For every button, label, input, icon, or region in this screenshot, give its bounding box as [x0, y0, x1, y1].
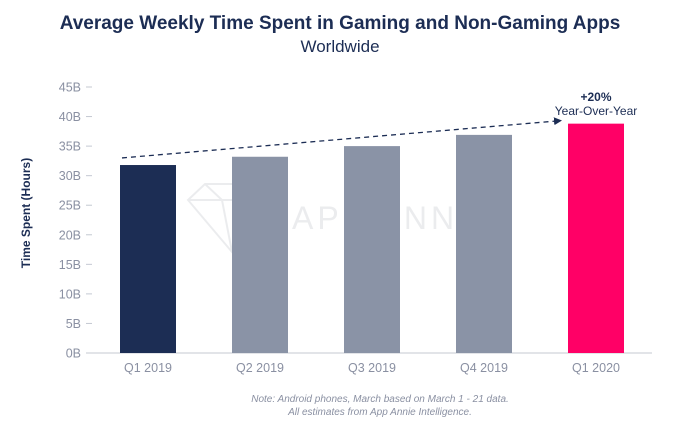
y-axis-title: Time Spent (Hours)	[19, 158, 33, 268]
bar-q3-2019	[344, 146, 400, 353]
bar-q1-2019	[120, 165, 176, 353]
x-tick-label: Q1 2019	[124, 361, 172, 375]
y-tick-label: 35B	[59, 140, 81, 154]
y-tick-label: 30B	[59, 169, 81, 183]
y-tick-label: 5B	[66, 317, 81, 331]
y-tick-label: 15B	[59, 258, 81, 272]
bar-q2-2019	[232, 156, 288, 353]
chart-title: Average Weekly Time Spent in Gaming and …	[59, 13, 621, 34]
footnote: Note: Android phones, March based on Mar…	[190, 393, 570, 419]
y-tick-label: 40B	[59, 110, 81, 124]
annotation-label: Year-Over-Year	[555, 104, 638, 118]
x-tick-label: Q4 2019	[460, 361, 508, 375]
chart-subtitle: Worldwide	[300, 37, 380, 56]
footnote-line-1: Note: Android phones, March based on Mar…	[251, 394, 509, 405]
trend-arrow	[121, 117, 562, 159]
x-tick-label: Q3 2019	[348, 361, 396, 375]
x-tick-label: Q2 2019	[236, 361, 284, 375]
footnote-line-2: All estimates from App Annie Intelligenc…	[288, 407, 472, 418]
annotation-percent: +20%	[580, 90, 611, 104]
x-tick-label: Q1 2020	[572, 361, 620, 375]
bar-q1-2020	[568, 123, 624, 353]
y-tick-label: 25B	[59, 199, 81, 213]
bar-q4-2019	[456, 134, 512, 353]
y-tick-label: 20B	[59, 228, 81, 242]
y-tick-label: 45B	[59, 81, 81, 95]
y-tick-label: 0B	[66, 347, 81, 361]
y-tick-label: 10B	[59, 287, 81, 301]
